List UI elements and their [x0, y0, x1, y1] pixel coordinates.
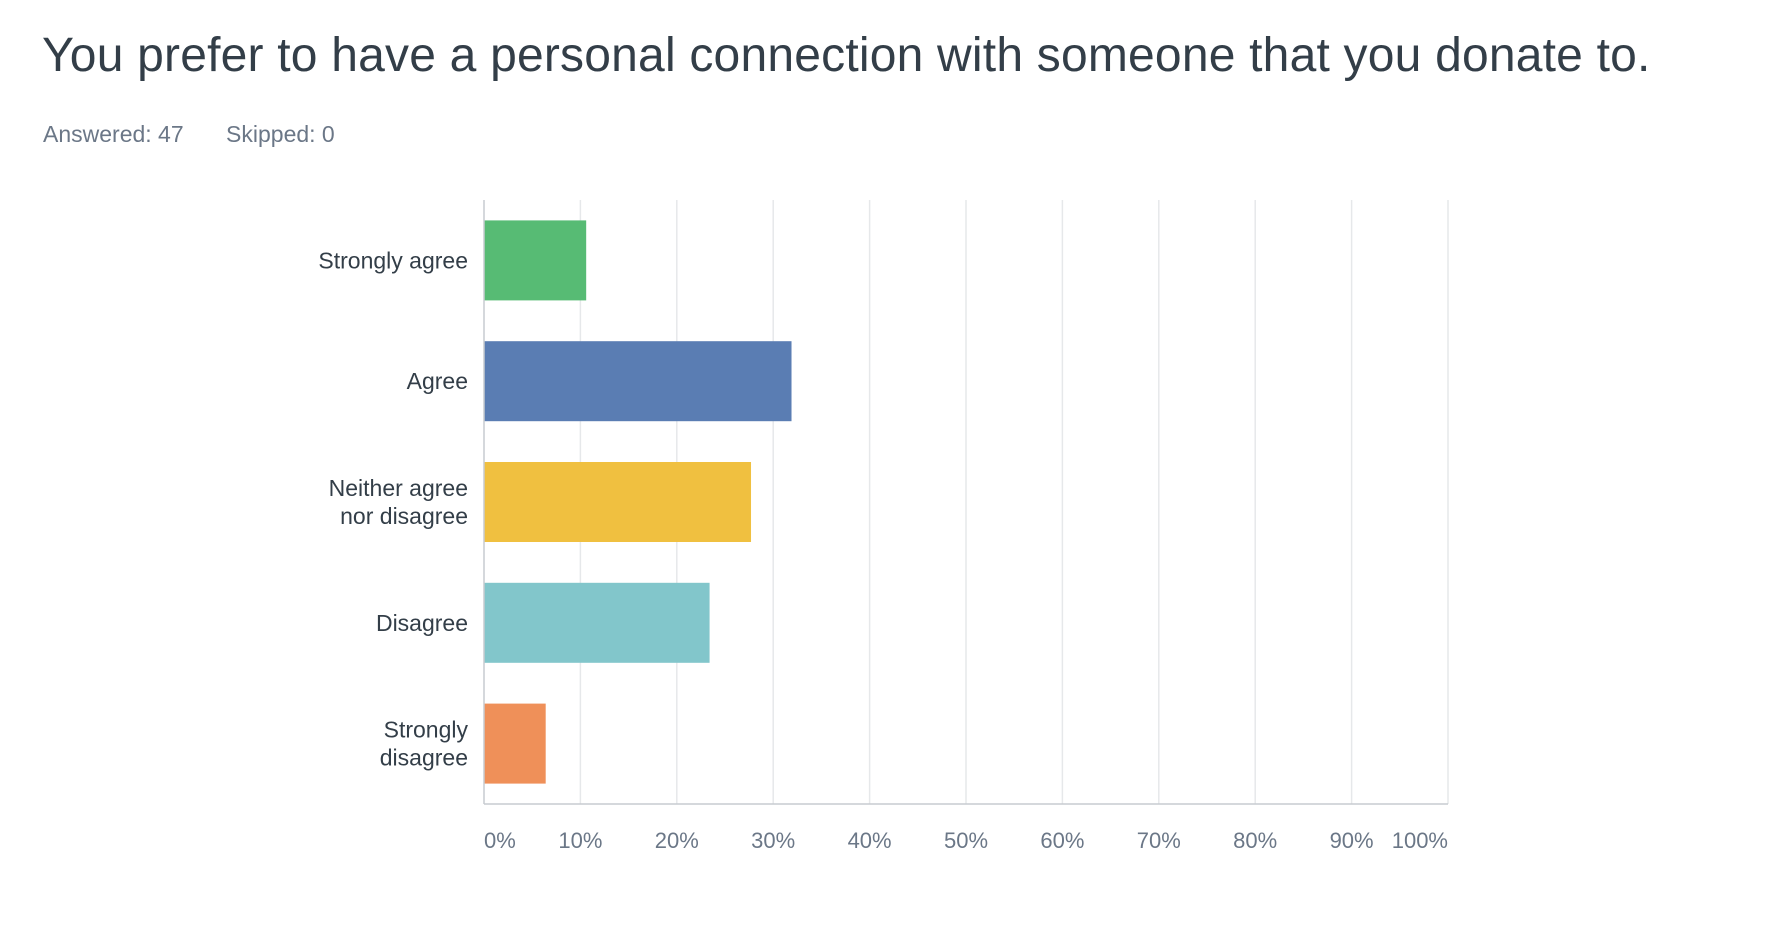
x-tick-label: 70% [1137, 828, 1181, 853]
x-tick-label: 90% [1330, 828, 1374, 853]
bar [484, 462, 752, 542]
category-label: Neither agree [329, 475, 468, 501]
category-label: disagree [380, 745, 468, 771]
response-stats: Answered: 47 Skipped: 0 [43, 121, 371, 148]
x-tick-label: 50% [944, 828, 988, 853]
category-label: nor disagree [340, 503, 468, 529]
x-tick-label: 20% [655, 828, 699, 853]
x-tick-label: 80% [1233, 828, 1277, 853]
skipped-count: Skipped: 0 [226, 121, 335, 147]
x-tick-label: 0% [484, 828, 516, 853]
answered-count: Answered: 47 [43, 121, 184, 147]
category-label: Strongly agree [318, 247, 468, 273]
category-label: Disagree [376, 610, 468, 636]
category-label: Strongly [384, 717, 469, 743]
bar [484, 220, 587, 301]
x-tick-label: 100% [1392, 828, 1448, 853]
x-tick-label: 10% [558, 828, 602, 853]
bar [484, 582, 710, 663]
bar [484, 703, 546, 784]
x-tick-label: 30% [751, 828, 795, 853]
bar [484, 341, 792, 422]
question-title: You prefer to have a personal connection… [42, 29, 1651, 82]
category-label: Agree [407, 368, 468, 394]
x-tick-label: 60% [1040, 828, 1084, 853]
x-tick-label: 40% [848, 828, 892, 853]
